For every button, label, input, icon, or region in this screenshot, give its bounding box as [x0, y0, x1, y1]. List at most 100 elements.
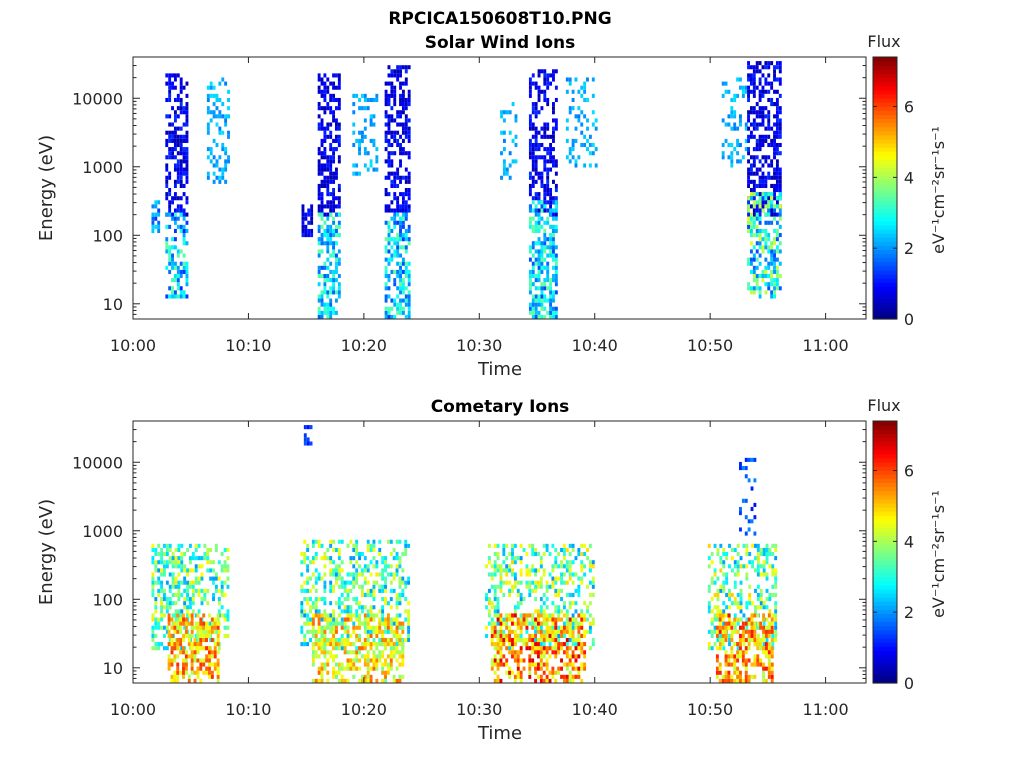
heatmap-cell [773, 167, 776, 172]
colorbar-segment [873, 482, 897, 488]
colorbar-segment [873, 93, 897, 99]
heatmap-cell [531, 547, 535, 552]
heatmap-cell [747, 61, 750, 66]
heatmap-cell [381, 613, 385, 618]
heatmap-cell [773, 192, 776, 197]
heatmap-cell [304, 228, 308, 234]
heatmap-cell [568, 670, 572, 675]
heatmap-cell [543, 257, 547, 262]
heatmap-cell [171, 564, 175, 569]
heatmap-cell [568, 106, 572, 111]
heatmap-cell [755, 138, 759, 143]
heatmap-cell [744, 650, 748, 655]
heatmap-cell [314, 601, 318, 606]
heatmap-cell [337, 81, 341, 86]
heatmap-cell [511, 646, 514, 651]
heatmap-cell [774, 556, 778, 561]
heatmap-cell [369, 560, 373, 565]
heatmap-cell [197, 592, 201, 598]
heatmap-cell [208, 646, 211, 651]
heatmap-cell [762, 601, 766, 606]
heatmap-cell [716, 617, 720, 622]
heatmap-cell [546, 192, 550, 197]
heatmap-cell [755, 208, 759, 213]
heatmap-cell [749, 233, 753, 238]
heatmap-cell [179, 171, 183, 176]
heatmap-cell [534, 179, 538, 184]
heatmap-cell [375, 580, 379, 585]
heatmap-cell [741, 85, 745, 90]
heatmap-cell [381, 556, 385, 561]
heatmap-cell [762, 625, 765, 630]
heatmap-cell [401, 208, 405, 213]
heatmap-cell [180, 592, 184, 598]
heatmap-cell [736, 151, 740, 156]
heatmap-cell [320, 314, 324, 319]
heatmap-cell [332, 147, 336, 152]
heatmap-cell [404, 167, 408, 172]
heatmap-cell [387, 237, 391, 242]
heatmap-cell [773, 212, 776, 217]
heatmap-cell [540, 89, 544, 94]
heatmap-cell [407, 102, 411, 107]
colorbar-segment [873, 625, 897, 631]
heatmap-cell [173, 126, 177, 131]
heatmap-cell [557, 617, 561, 622]
heatmap-cell [552, 310, 555, 315]
heatmap-cell [355, 633, 359, 638]
heatmap-cell [537, 584, 540, 589]
heatmap-cell [176, 269, 180, 274]
heatmap-cell [710, 633, 714, 638]
heatmap-cell [755, 265, 759, 270]
heatmap-cell [713, 580, 717, 585]
heatmap-cell [369, 642, 373, 647]
heatmap-cell [756, 552, 760, 557]
heatmap-cell [528, 613, 532, 618]
heatmap-cell [496, 597, 500, 602]
heatmap-cell [182, 637, 185, 643]
heatmap-cell [725, 592, 729, 598]
heatmap-cell [340, 625, 344, 630]
heatmap-cell [301, 216, 305, 221]
heatmap-cell [168, 73, 172, 78]
heatmap-cell [749, 89, 753, 94]
heatmap-cell [554, 564, 558, 569]
colorbar-segment [873, 601, 897, 606]
heatmap-cell [390, 179, 394, 184]
heatmap-cell [326, 134, 330, 139]
heatmap-cell [396, 167, 400, 172]
heatmap-cell [713, 572, 717, 577]
heatmap-cell [747, 126, 750, 131]
heatmap-cell [580, 621, 584, 626]
heatmap-cell [329, 613, 333, 618]
heatmap-cell [352, 629, 356, 634]
heatmap-cell [360, 134, 364, 139]
heatmap-cell [311, 662, 315, 667]
heatmap-cell [747, 261, 750, 266]
heatmap-cell [335, 290, 338, 295]
heatmap-cell [360, 138, 364, 143]
heatmap-cell [562, 613, 566, 618]
heatmap-cell [390, 171, 394, 176]
heatmap-cell [525, 564, 529, 569]
heatmap-cell [157, 592, 161, 598]
heatmap-cell [332, 81, 336, 86]
heatmap-cell [764, 159, 768, 164]
heatmap-cell [761, 273, 765, 279]
heatmap-cell [317, 212, 321, 217]
heatmap-cell [736, 670, 740, 675]
heatmap-cell [346, 617, 350, 622]
heatmap-cell [165, 196, 169, 201]
heatmap-cell [759, 637, 763, 643]
heatmap-cell [210, 670, 214, 675]
heatmap-cell [591, 642, 595, 647]
heatmap-cell [542, 654, 546, 659]
heatmap-cell [773, 253, 776, 258]
heatmap-cell [548, 617, 552, 622]
heatmap-cell [182, 106, 186, 111]
heatmap-cell [755, 192, 759, 197]
heatmap-cell [300, 552, 304, 557]
heatmap-cell [323, 106, 327, 111]
heatmap-cell [759, 642, 763, 647]
